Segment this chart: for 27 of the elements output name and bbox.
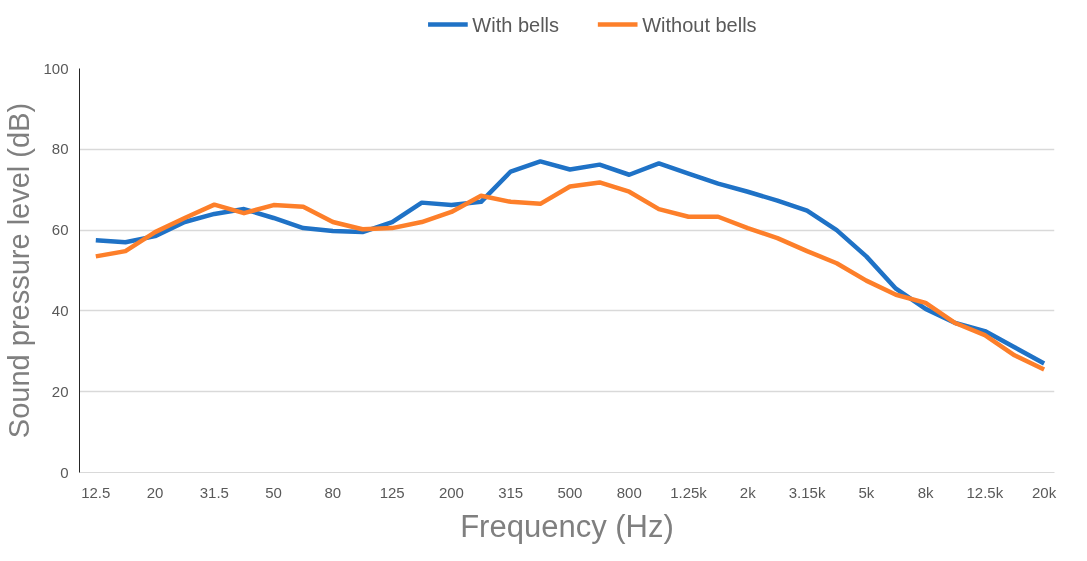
- legend-label: With bells: [472, 13, 560, 36]
- x-tick-label: 80: [324, 483, 342, 501]
- x-tick-label: 3.15k: [788, 483, 826, 501]
- y-tick-label: 40: [51, 301, 69, 319]
- x-tick-label: 315: [498, 483, 524, 501]
- x-tick-label: 20: [146, 483, 164, 501]
- x-tick-label: 8k: [917, 483, 935, 501]
- y-tick-label: 100: [43, 59, 69, 77]
- x-tick-label: 31.5: [199, 483, 229, 501]
- y-tick-label: 0: [60, 463, 69, 481]
- x-tick-label: 125: [379, 483, 405, 501]
- x-tick-label: 200: [438, 483, 464, 501]
- x-tick-label: 800: [616, 483, 642, 501]
- x-tick-label: 5k: [858, 483, 875, 501]
- x-tick-label: 50: [265, 483, 282, 501]
- y-tick-label: 80: [51, 140, 69, 158]
- x-tick-label: 20k: [1032, 483, 1057, 501]
- x-tick-label: 12.5k: [966, 483, 1004, 501]
- y-tick-label: 60: [51, 221, 69, 239]
- legend-label: Without bells: [642, 13, 757, 36]
- x-tick-label: 12.5: [81, 483, 111, 501]
- y-axis-title: Sound pressure level (dB): [3, 102, 36, 439]
- x-axis-title: Frequency (Hz): [460, 508, 674, 544]
- x-tick-label: 1.25k: [670, 483, 708, 501]
- x-tick-label: 2k: [739, 483, 757, 501]
- x-tick-label: 500: [557, 483, 583, 501]
- y-tick-label: 20: [51, 382, 69, 400]
